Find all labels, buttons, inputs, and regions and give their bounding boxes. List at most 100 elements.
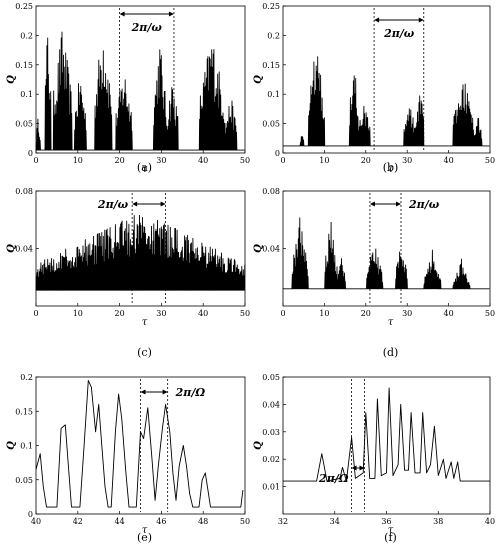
period-annotation-label: 2π/Ω xyxy=(175,386,206,399)
x-tick-label: 42 xyxy=(73,517,83,526)
x-tick-label: 40 xyxy=(444,309,454,318)
arrowhead-right xyxy=(395,201,401,207)
y-tick-label: 0.08 xyxy=(15,187,33,196)
y-tick-label: 0.04 xyxy=(262,245,280,254)
panel-c: 0 10 20 30 40 50 0.04 0.08 Qτ 2π/ω (c) xyxy=(6,187,250,359)
arrowhead-left xyxy=(140,389,146,395)
series-line xyxy=(283,387,490,482)
panel-d: 0 10 20 30 40 50 0.04 0.08 Qτ 2π/ω (d) xyxy=(253,187,495,359)
x-tick-label: 34 xyxy=(330,517,340,526)
y-tick-label: 0.2 xyxy=(20,31,33,40)
y-tick-label: 0.02 xyxy=(262,455,280,464)
x-tick-label: 36 xyxy=(381,517,391,526)
x-tick-label: 10 xyxy=(319,309,329,318)
y-tick-label: 0.15 xyxy=(262,61,280,70)
panel-e: 40 42 44 46 48 50 0 0.05 0.1 0.15 0.2 Qτ 2π/Ω (e) xyxy=(6,373,250,544)
period-annotation-label: 2π/ω xyxy=(383,27,415,40)
x-tick-label: 30 xyxy=(402,156,412,165)
x-tick-label: 0 xyxy=(33,309,38,318)
y-tick-label: 0.05 xyxy=(262,120,280,129)
y-axis-label: Q xyxy=(6,244,17,253)
x-tick-label: 20 xyxy=(115,156,125,165)
x-tick-label: 44 xyxy=(115,517,125,526)
arrowhead-right xyxy=(160,201,166,207)
x-tick-label: 0 xyxy=(33,156,38,165)
x-tick-label: 30 xyxy=(156,309,166,318)
y-axis-label: Q xyxy=(6,441,17,450)
y-tick-label: 0.1 xyxy=(20,90,33,99)
period-annotation-label: 2π/ω xyxy=(97,198,129,211)
x-tick-label: 20 xyxy=(115,309,125,318)
x-tick-label: 50 xyxy=(485,309,495,318)
axes-frame xyxy=(35,376,246,515)
x-axis-label: τ xyxy=(142,317,148,328)
y-tick-label: 0.05 xyxy=(15,120,33,129)
y-tick-label: 0.01 xyxy=(262,483,280,492)
x-tick-label: 40 xyxy=(485,517,495,526)
x-tick-label: 30 xyxy=(402,309,412,318)
panel-caption: (c) xyxy=(137,346,152,359)
x-axis-label: τ xyxy=(388,525,394,536)
arrowhead-right xyxy=(168,11,174,17)
x-axis-label: τ xyxy=(388,317,394,328)
y-axis-label: Q xyxy=(253,244,264,253)
y-tick-label: 0 xyxy=(28,149,33,158)
y-axis-label: Q xyxy=(253,441,264,450)
panel-a: 0 10 20 30 40 50 0 0.05 0.1 0.15 0.2 0.25 Qτ 2π/ω (a) xyxy=(6,2,250,175)
period-annotation-label: 2π/ω xyxy=(131,21,163,34)
y-tick-label: 0.03 xyxy=(262,428,280,437)
panel-caption: (f) xyxy=(384,531,397,544)
axes-frame xyxy=(282,376,491,515)
x-tick-label: 32 xyxy=(278,517,288,526)
x-tick-label: 46 xyxy=(156,517,166,526)
axes-frame xyxy=(35,5,246,154)
x-tick-label: 0 xyxy=(280,309,285,318)
x-tick-label: 10 xyxy=(73,156,83,165)
x-axis-label: τ xyxy=(388,164,394,175)
x-tick-label: 20 xyxy=(361,156,371,165)
x-tick-label: 30 xyxy=(156,156,166,165)
series-line xyxy=(283,217,490,290)
period-annotation-label: 2π/Ω xyxy=(318,472,349,485)
y-axis-label: Q xyxy=(253,75,264,84)
panel-b: 0 10 20 30 40 50 0 0.05 0.1 0.15 0.2 0.25 Qτ 2π/ω (b) xyxy=(253,2,495,175)
x-tick-label: 40 xyxy=(198,309,208,318)
arrowhead-left xyxy=(369,201,375,207)
y-tick-label: 0.08 xyxy=(262,187,280,196)
series-line xyxy=(283,56,490,147)
series-line xyxy=(35,379,244,508)
arrowhead-left xyxy=(132,201,138,207)
panel-caption: (d) xyxy=(383,346,399,359)
y-axis-label: Q xyxy=(6,75,17,84)
axes-frame xyxy=(282,5,491,154)
panel-f: 32 34 36 38 40 0.01 0.02 0.03 0.04 0.05 Qτ 2π/Ω (f) xyxy=(253,373,495,544)
x-tick-label: 40 xyxy=(198,156,208,165)
x-tick-label: 50 xyxy=(240,156,250,165)
x-tick-label: 50 xyxy=(485,156,495,165)
x-tick-label: 50 xyxy=(240,517,250,526)
series-line xyxy=(35,214,246,291)
y-tick-label: 0.05 xyxy=(15,476,33,485)
y-tick-label: 0.15 xyxy=(15,407,33,416)
y-tick-label: 0.04 xyxy=(15,245,33,254)
y-tick-label: 0.25 xyxy=(262,2,280,11)
arrowhead-right xyxy=(359,465,365,471)
x-axis-label: τ xyxy=(142,164,148,175)
y-tick-label: 0.04 xyxy=(262,400,280,409)
arrowhead-left xyxy=(119,11,125,17)
x-tick-label: 20 xyxy=(361,309,371,318)
panel-caption: (e) xyxy=(137,531,152,544)
y-tick-label: 0.1 xyxy=(267,90,280,99)
series-line xyxy=(35,31,245,151)
x-tick-label: 10 xyxy=(319,156,329,165)
arrowhead-left xyxy=(374,17,380,23)
x-tick-label: 48 xyxy=(198,517,208,526)
x-axis-label: τ xyxy=(142,525,148,536)
x-tick-label: 10 xyxy=(73,309,83,318)
y-tick-label: 0.2 xyxy=(267,31,280,40)
x-tick-label: 0 xyxy=(280,156,285,165)
arrowhead-left xyxy=(351,465,357,471)
y-tick-label: 0.25 xyxy=(15,2,33,11)
panel-caption: (a) xyxy=(137,161,152,174)
